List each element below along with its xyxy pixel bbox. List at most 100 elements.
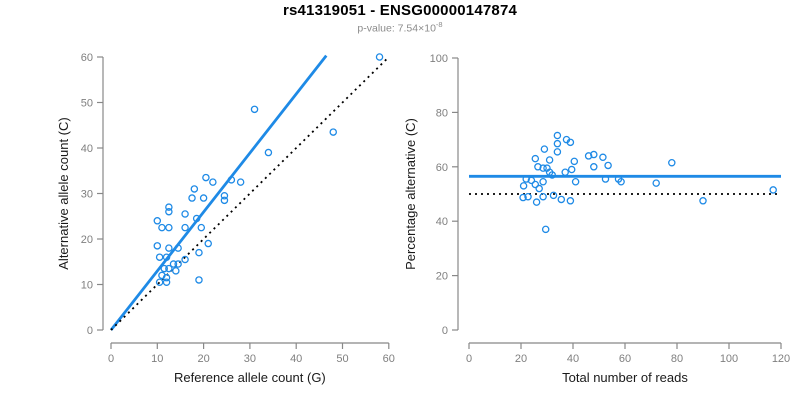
data-point	[209, 178, 217, 186]
x-tick-label: 20	[197, 353, 209, 365]
x-tick-label: 40	[567, 353, 579, 365]
y-tick-label: 20	[81, 234, 93, 246]
pvalue-exponent: -8	[435, 20, 443, 29]
data-point	[195, 248, 203, 257]
data-point	[561, 168, 569, 176]
y-tick-label: 80	[436, 107, 448, 119]
data-point	[197, 223, 206, 232]
x-tick-label: 50	[336, 353, 348, 365]
data-point	[165, 264, 173, 273]
data-point	[532, 198, 541, 206]
data-point	[566, 138, 575, 147]
data-point	[557, 195, 566, 204]
x-tick-label: 30	[244, 353, 256, 365]
data-point	[188, 194, 196, 202]
data-point	[165, 207, 173, 216]
data-point	[540, 145, 549, 153]
y-tick-label: 0	[87, 325, 93, 337]
plot-subtitle: p-value: 7.54×10-8	[0, 20, 800, 35]
data-point	[531, 154, 540, 163]
data-point	[204, 239, 212, 248]
data-point	[541, 225, 550, 234]
data-point	[155, 253, 164, 261]
data-point	[519, 182, 528, 190]
regression-fit-line	[109, 54, 328, 331]
x-tick-label: 80	[671, 353, 683, 365]
data-point	[250, 105, 259, 114]
data-point	[181, 210, 189, 218]
data-point	[539, 164, 547, 172]
data-point	[227, 176, 236, 184]
y-tick-label: 20	[436, 271, 448, 283]
data-point	[199, 194, 208, 202]
y-tick-label: 30	[81, 189, 93, 201]
data-point	[162, 278, 171, 286]
data-point	[522, 175, 530, 183]
y-tick-label: 0	[442, 325, 448, 337]
x-tick-label: 60	[619, 353, 631, 365]
x-tick-label: 10	[151, 353, 163, 365]
data-point	[545, 156, 554, 164]
data-point	[534, 163, 542, 171]
y-tick-label: 100	[430, 53, 448, 65]
x-axis-title: Total number of reads	[562, 370, 688, 385]
x-tick-label: 120	[772, 353, 790, 365]
data-point	[566, 197, 575, 205]
plot-title: rs41319051 - ENSG00000147874	[282, 2, 518, 19]
data-point	[155, 278, 164, 286]
data-point	[553, 148, 562, 156]
data-point	[527, 176, 536, 185]
data-point	[668, 158, 676, 167]
data-point	[567, 165, 576, 174]
data-point	[570, 157, 579, 166]
x-tick-label: 0	[466, 353, 472, 365]
data-point	[604, 161, 612, 170]
data-point	[181, 255, 189, 264]
data-point	[172, 267, 180, 275]
data-point	[162, 253, 171, 261]
data-point	[153, 217, 162, 225]
data-point	[190, 185, 199, 193]
y-tick-label: 60	[81, 52, 93, 64]
x-axis-title: Reference allele count (G)	[174, 370, 326, 385]
x-tick-label: 100	[720, 353, 738, 365]
data-point	[548, 171, 556, 179]
x-tick-label: 40	[290, 353, 302, 365]
data-point	[584, 152, 593, 160]
identity-reference-line	[110, 56, 390, 331]
data-point	[220, 196, 229, 205]
data-point	[553, 131, 562, 140]
data-point	[590, 163, 598, 171]
data-point	[599, 153, 607, 162]
data-point	[158, 223, 166, 232]
x-tick-label: 0	[108, 353, 114, 365]
y-tick-label: 50	[81, 98, 93, 110]
data-point	[617, 178, 625, 186]
y-axis-title: Alternative allele count (C)	[56, 117, 71, 269]
data-point	[769, 186, 777, 194]
pvalue-label: p-value: 7.54×10	[357, 22, 436, 35]
data-point	[699, 197, 707, 205]
data-point	[165, 203, 173, 211]
data-point	[220, 192, 229, 200]
data-point	[162, 273, 171, 282]
y-tick-label: 40	[436, 216, 448, 228]
data-point	[174, 244, 182, 252]
data-point	[601, 175, 610, 183]
data-point	[192, 214, 201, 223]
data-point	[329, 128, 337, 136]
data-point	[165, 223, 173, 232]
data-point	[160, 264, 168, 273]
data-point	[375, 53, 384, 61]
data-point	[202, 173, 210, 182]
y-tick-label: 40	[81, 143, 93, 155]
data-point	[165, 244, 173, 252]
data-point	[553, 139, 562, 148]
data-point	[524, 192, 532, 201]
data-point	[539, 192, 547, 201]
data-point	[181, 223, 189, 232]
data-point	[236, 178, 245, 186]
panel-percentage-panel: 0 20 40 60 80 100 0 20 40 60 80 100 120 Total number …	[403, 53, 790, 385]
